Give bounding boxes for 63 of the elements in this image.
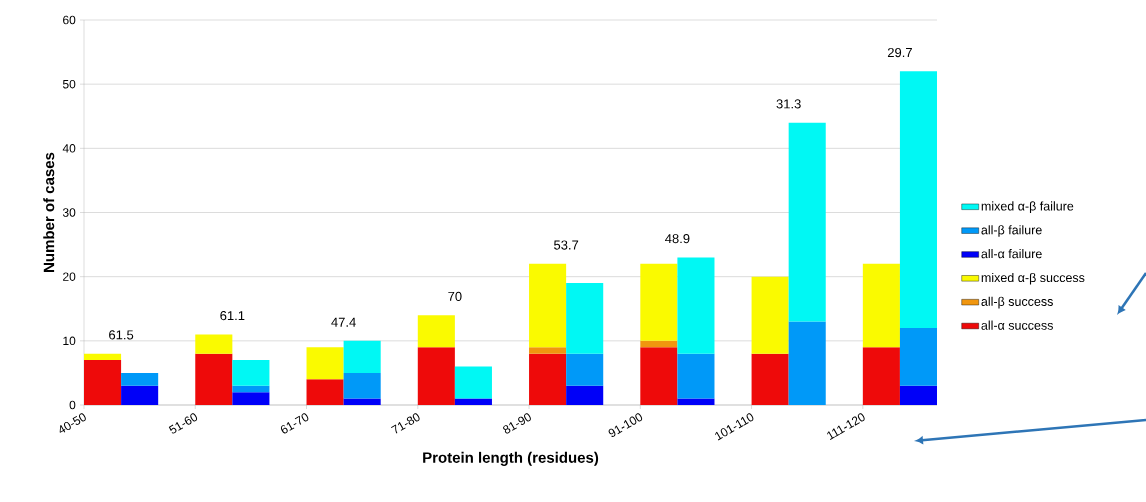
bar (343, 340, 381, 373)
bar (899, 385, 938, 405)
annotation: 53.7 (554, 240, 579, 250)
bar (529, 347, 567, 354)
y-tick-label: 0 (69, 400, 76, 410)
annotation: 61.1 (220, 311, 245, 321)
bar (454, 366, 492, 399)
bar (232, 392, 270, 405)
bar (566, 385, 604, 405)
bar (566, 283, 604, 354)
x-axis-title: Protein length (residues) (423, 451, 599, 466)
y-tick-label: 20 (63, 272, 76, 281)
bar (751, 276, 789, 354)
bar (454, 398, 492, 405)
bar (862, 263, 900, 348)
bar (121, 372, 159, 386)
x-tick-label: 40-50 (59, 413, 86, 433)
legend-label: mixed α-β failure (981, 201, 1074, 214)
annotation: 48.9 (665, 234, 690, 244)
legend-label: all-α success (981, 320, 1053, 330)
bar (677, 353, 715, 399)
bar (232, 360, 270, 386)
annotation: 61.5 (109, 330, 134, 340)
bar (640, 340, 678, 348)
bar (899, 328, 938, 386)
y-tick-label: 40 (62, 144, 76, 153)
bar (529, 353, 567, 405)
bar (121, 385, 159, 405)
y-tick-label: 30 (62, 208, 76, 217)
bar (566, 353, 604, 386)
bar (195, 334, 233, 354)
bar (529, 263, 567, 348)
bar (899, 71, 938, 328)
bar (232, 385, 270, 393)
legend-label: all-β failure (981, 225, 1042, 237)
bar (84, 360, 122, 405)
legend-label: mixed α-β success (981, 272, 1085, 285)
legend-label: all-α failure (981, 249, 1042, 259)
y-tick-label: 50 (62, 79, 76, 89)
annotation: 70 (448, 291, 462, 301)
bar (343, 398, 381, 405)
bar (862, 347, 900, 405)
bar (195, 353, 233, 405)
bar (788, 321, 826, 405)
annotation: 29.7 (887, 47, 912, 58)
bar (640, 347, 678, 405)
bar (751, 353, 789, 405)
bar (417, 315, 455, 348)
annotation: 31.3 (776, 99, 801, 109)
annotation: 47.4 (331, 317, 356, 327)
y-tick-label: 10 (63, 336, 76, 346)
bar (84, 353, 122, 361)
bar (417, 347, 455, 405)
y-axis-title: Number of cases (43, 152, 55, 272)
bar (788, 122, 826, 322)
bar (640, 263, 678, 341)
bar (306, 379, 344, 405)
bar (677, 257, 715, 354)
bar (343, 372, 381, 399)
bar (306, 347, 344, 380)
y-tick-label: 60 (63, 15, 76, 25)
legend-label: all-β success (981, 296, 1053, 309)
bar (677, 398, 715, 405)
